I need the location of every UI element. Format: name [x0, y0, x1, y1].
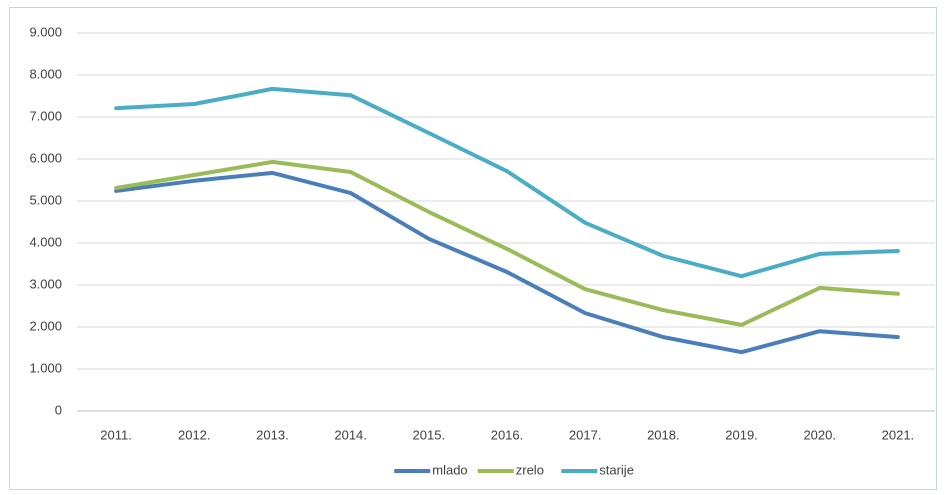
y-tick-label: 5.000 [29, 192, 62, 207]
x-tick-label: 2011. [100, 427, 132, 442]
legend-label: zrelo [516, 462, 544, 477]
series-line [114, 170, 900, 355]
x-tick-label: 2018. [647, 427, 680, 442]
legend-label: starije [599, 462, 634, 477]
series-line [114, 159, 900, 327]
y-tick-label: 7.000 [29, 108, 62, 123]
x-tick-label: 2020. [803, 427, 836, 442]
legend-label: mlado [432, 462, 467, 477]
x-tick-label: 2013. [256, 427, 289, 442]
x-tick-label: 2014. [334, 427, 367, 442]
x-tick-label: 2012. [178, 427, 211, 442]
x-tick-label: 2015. [413, 427, 446, 442]
series-line [114, 86, 900, 279]
x-tick-label: 2016. [491, 427, 524, 442]
y-tick-label: 6.000 [29, 150, 62, 165]
y-tick-label: 8.000 [29, 66, 62, 81]
y-tick-label: 9.000 [29, 24, 62, 39]
y-tick-label: 3.000 [29, 276, 62, 291]
x-tick-label: 2017. [569, 427, 602, 442]
y-tick-label: 1.000 [29, 360, 62, 375]
chart-frame [9, 7, 937, 490]
y-tick-label: 4.000 [29, 234, 62, 249]
x-tick-label: 2019. [725, 427, 758, 442]
y-tick-label: 0 [55, 402, 62, 417]
x-tick-label: 2021. [882, 427, 915, 442]
y-tick-label: 2.000 [29, 318, 62, 333]
